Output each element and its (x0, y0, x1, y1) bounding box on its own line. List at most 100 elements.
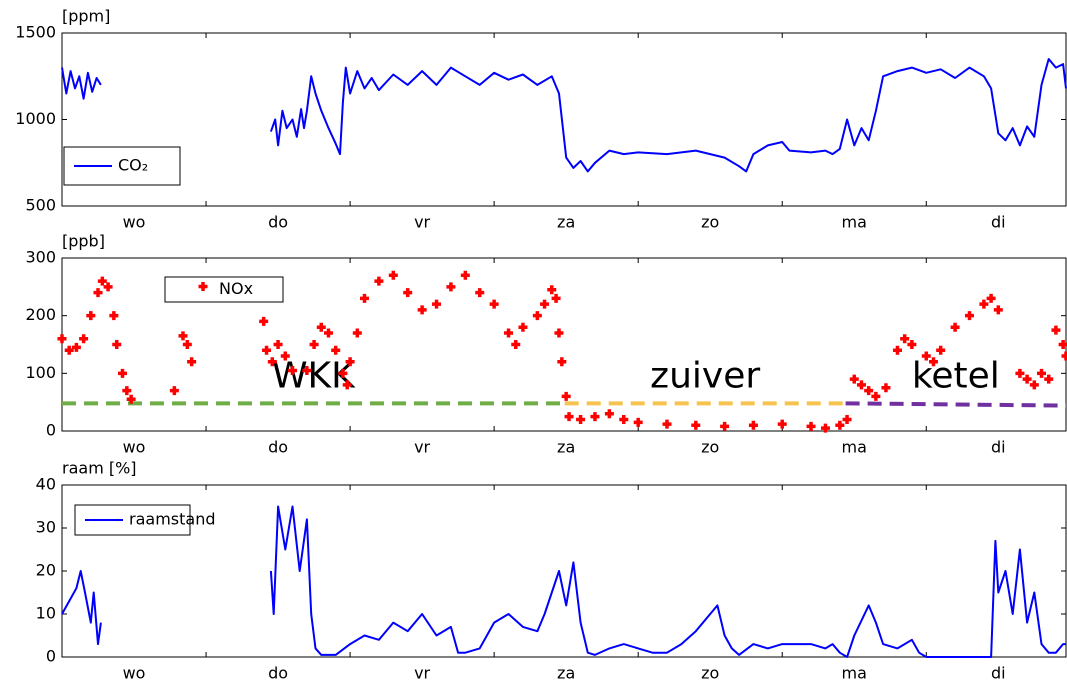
data-point (532, 311, 542, 321)
data-point (331, 345, 341, 355)
x-tick-label: do (268, 438, 288, 457)
data-point (273, 340, 283, 349)
data-line (61, 505, 1066, 658)
y-tick-label: 30 (36, 518, 56, 537)
data-point (182, 340, 192, 349)
data-point (309, 340, 319, 349)
data-point (109, 311, 119, 321)
data-point (86, 311, 96, 321)
data-point (352, 328, 362, 338)
data-point (342, 380, 352, 390)
data-point (1015, 368, 1025, 378)
y-tick-label: 300 (25, 248, 56, 267)
x-tick-label: zo (701, 438, 719, 457)
data-point (561, 391, 571, 401)
data-point (900, 334, 910, 344)
data-point (432, 299, 442, 309)
data-point (259, 316, 269, 326)
data-point (576, 414, 586, 424)
x-tick-label: di (991, 213, 1006, 232)
x-tick-label: wo (123, 438, 146, 457)
data-point (1058, 340, 1067, 349)
x-tick-label: di (991, 664, 1006, 681)
x-tick-label: za (557, 213, 575, 232)
data-point (604, 409, 614, 419)
plot-frame (61, 32, 1067, 207)
data-point (849, 374, 859, 384)
data-point (993, 305, 1003, 315)
x-tick-label: zo (701, 213, 719, 232)
x-tick-label: ma (842, 213, 867, 232)
data-point (554, 328, 564, 338)
data-point (633, 417, 643, 427)
y-tick-label: 40 (36, 475, 56, 494)
x-tick-label: za (557, 664, 575, 681)
data-point (1037, 368, 1047, 378)
legend-label: raamstand (129, 510, 215, 529)
data-point (856, 380, 866, 390)
reference-line (845, 401, 1067, 408)
data-point (1029, 380, 1039, 390)
data-point (79, 334, 89, 344)
x-tick-label: wo (123, 664, 146, 681)
data-point (117, 368, 127, 378)
data-point (892, 345, 902, 355)
data-point (1051, 325, 1061, 335)
x-tick-label: za (557, 438, 575, 457)
data-point (262, 345, 272, 355)
data-point (267, 357, 277, 367)
data-point (964, 311, 974, 321)
data-point (489, 299, 499, 309)
data-point (316, 322, 326, 332)
y-axis-label: raam [%] (62, 459, 137, 478)
data-point (662, 419, 672, 429)
data-point (345, 357, 355, 367)
data-point (748, 420, 758, 430)
data-point (1022, 374, 1032, 384)
y-tick-label: 10 (36, 604, 56, 623)
x-tick-label: do (268, 213, 288, 232)
x-tick-label: wo (123, 213, 146, 232)
data-point (126, 394, 136, 404)
x-tick-label: do (268, 664, 288, 681)
data-point (864, 386, 874, 396)
data-point (979, 299, 989, 309)
y-tick-label: 100 (25, 363, 56, 382)
annotation: ketel (912, 355, 1000, 396)
data-point (403, 288, 413, 298)
data-point (1044, 374, 1054, 384)
y-axis-label: [ppm] (62, 7, 110, 26)
y-tick-label: 20 (36, 561, 56, 580)
y-tick-label: 200 (25, 305, 56, 324)
data-point (986, 293, 996, 303)
y-axis-label: [ppb] (62, 232, 105, 251)
data-point (93, 288, 103, 298)
x-tick-label: ma (842, 438, 867, 457)
data-point (323, 328, 333, 338)
x-tick-label: vr (414, 438, 430, 457)
data-point (590, 412, 600, 422)
data-point (374, 276, 384, 286)
data-point (112, 340, 122, 349)
data-point (842, 414, 852, 424)
annotation: zuiver (650, 355, 760, 396)
data-point (71, 342, 81, 352)
data-point (475, 288, 485, 298)
data-point (287, 365, 297, 375)
y-tick-label: 1500 (15, 23, 56, 42)
y-tick-label: 1000 (15, 109, 56, 128)
data-point (936, 345, 946, 355)
data-point (187, 357, 197, 367)
x-tick-label: zo (701, 664, 719, 681)
data-point (388, 270, 398, 280)
data-point (540, 299, 550, 309)
data-point (557, 357, 567, 367)
data-point (122, 386, 132, 396)
data-point (97, 276, 107, 286)
data-point (950, 322, 960, 332)
x-tick-label: vr (414, 664, 430, 681)
x-tick-label: di (991, 438, 1006, 457)
data-point (280, 351, 290, 361)
data-point (551, 293, 561, 303)
